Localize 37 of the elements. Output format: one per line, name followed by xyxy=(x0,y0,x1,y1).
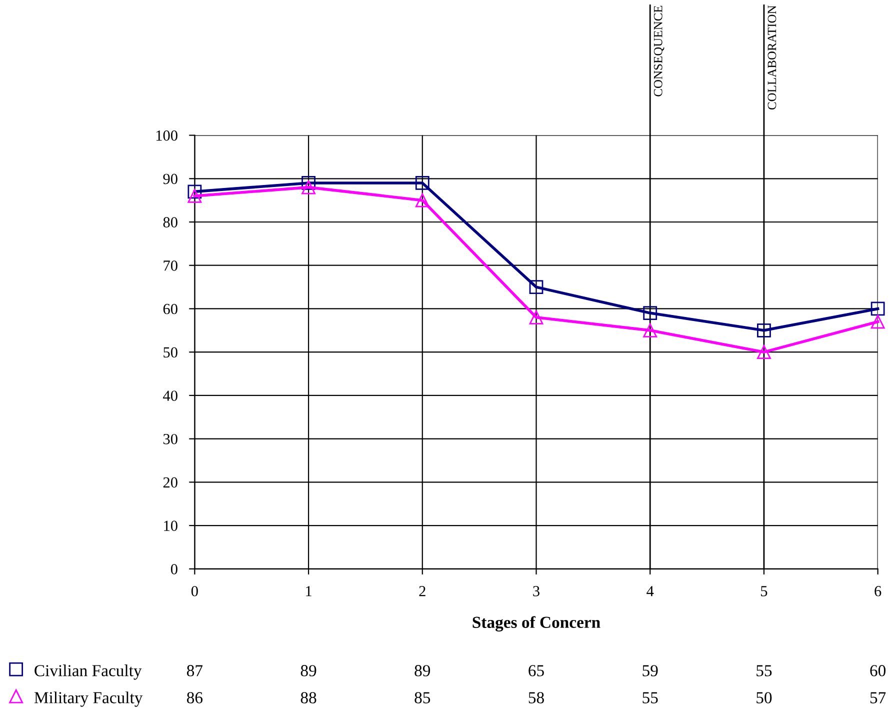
data-label: 86 xyxy=(186,692,203,704)
y-tick-label: 80 xyxy=(163,217,178,228)
data-label: 89 xyxy=(300,665,316,676)
y-tick-label: 0 xyxy=(170,564,178,574)
y-tick-label: 100 xyxy=(156,130,178,141)
x-tick-label: 2 xyxy=(419,586,426,596)
x-tick-label: 4 xyxy=(646,586,654,596)
ref-line-label: CONSEQUENCE xyxy=(654,6,664,96)
ref-line-label: COLLABORATION xyxy=(768,5,776,110)
data-label: 55 xyxy=(756,665,772,676)
data-label: 57 xyxy=(870,692,886,704)
legend-label: Military Faculty xyxy=(34,692,143,707)
y-tick-label: 90 xyxy=(163,174,178,184)
x-tick-label: 1 xyxy=(306,586,312,596)
data-label: 55 xyxy=(642,692,658,704)
y-tick-label: 50 xyxy=(164,347,178,358)
data-label: 89 xyxy=(414,665,430,676)
y-tick-label: 70 xyxy=(164,260,178,271)
data-label: 85 xyxy=(414,692,430,704)
data-label: 65 xyxy=(528,665,544,676)
y-tick-label: 30 xyxy=(163,434,178,444)
y-tick-label: 40 xyxy=(163,390,178,401)
data-label: 88 xyxy=(300,692,316,704)
x-tick-label: 3 xyxy=(533,586,540,596)
x-tick-label: 6 xyxy=(874,586,882,596)
legend-label: Civilian Faculty xyxy=(34,664,142,680)
data-label: 60 xyxy=(870,665,886,676)
y-tick-label: 20 xyxy=(163,477,178,488)
data-label: 50 xyxy=(756,692,772,704)
x-tick-label: 5 xyxy=(761,586,768,596)
data-label: 58 xyxy=(528,692,544,704)
x-tick-label: 0 xyxy=(191,586,198,596)
y-tick-label: 10 xyxy=(164,520,178,531)
data-label: 59 xyxy=(642,665,658,676)
x-axis-title: Stages of Concern xyxy=(472,616,600,632)
data-label: 87 xyxy=(186,665,203,676)
y-tick-label: 60 xyxy=(163,304,178,314)
